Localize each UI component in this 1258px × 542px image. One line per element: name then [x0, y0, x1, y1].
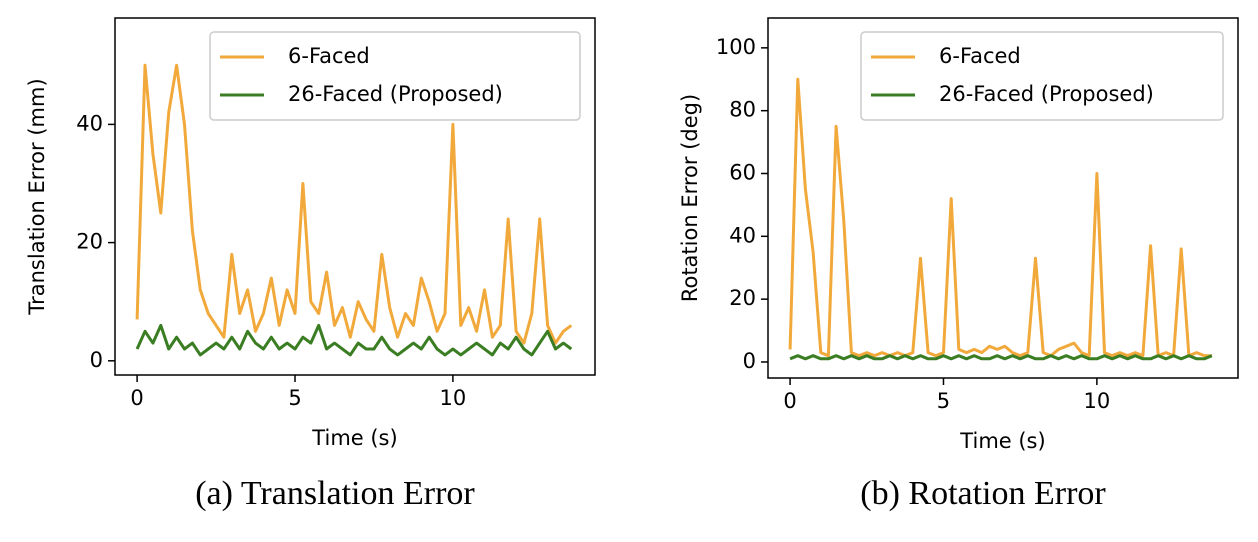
legend-label: 26-Faced (Proposed)	[939, 82, 1154, 106]
series-line	[789, 354, 1213, 361]
y-axis-label: Rotation Error (deg)	[678, 94, 702, 302]
legend-label: 26-Faced (Proposed)	[288, 82, 503, 106]
y-tick-label: 80	[729, 98, 756, 122]
y-tick-label: 40	[76, 111, 103, 135]
plot-area	[767, 17, 1239, 379]
caption: (b) Rotation Error	[860, 475, 1106, 512]
y-tick-label: 100	[716, 35, 756, 59]
series-line	[135, 323, 573, 357]
y-tick-label: 40	[729, 223, 756, 247]
y-tick-label: 60	[729, 160, 756, 184]
legend-label: 6-Faced	[939, 44, 1021, 68]
x-tick-label: 5	[937, 389, 950, 413]
x-tick-label: 0	[130, 386, 143, 410]
x-axis-label: Time (s)	[311, 426, 397, 450]
series-line	[135, 63, 573, 345]
legend-box	[860, 31, 1224, 121]
x-tick-label: 0	[783, 389, 796, 413]
y-tick-label: 20	[729, 286, 756, 310]
y-tick-label: 20	[76, 230, 103, 254]
x-axis-label: Time (s)	[959, 429, 1045, 453]
y-tick-label: 0	[743, 349, 756, 373]
x-tick-label: 10	[1084, 389, 1111, 413]
plot-area	[114, 17, 596, 376]
y-axis-label: Translation Error (mm)	[25, 78, 49, 315]
y-tick-label: 0	[90, 348, 103, 372]
series-line	[788, 77, 1212, 358]
legend-box	[209, 31, 581, 121]
x-tick-label: 5	[288, 386, 301, 410]
caption: (a) Translation Error	[195, 475, 475, 512]
x-tick-label: 10	[440, 386, 467, 410]
legend-label: 6-Faced	[288, 44, 370, 68]
